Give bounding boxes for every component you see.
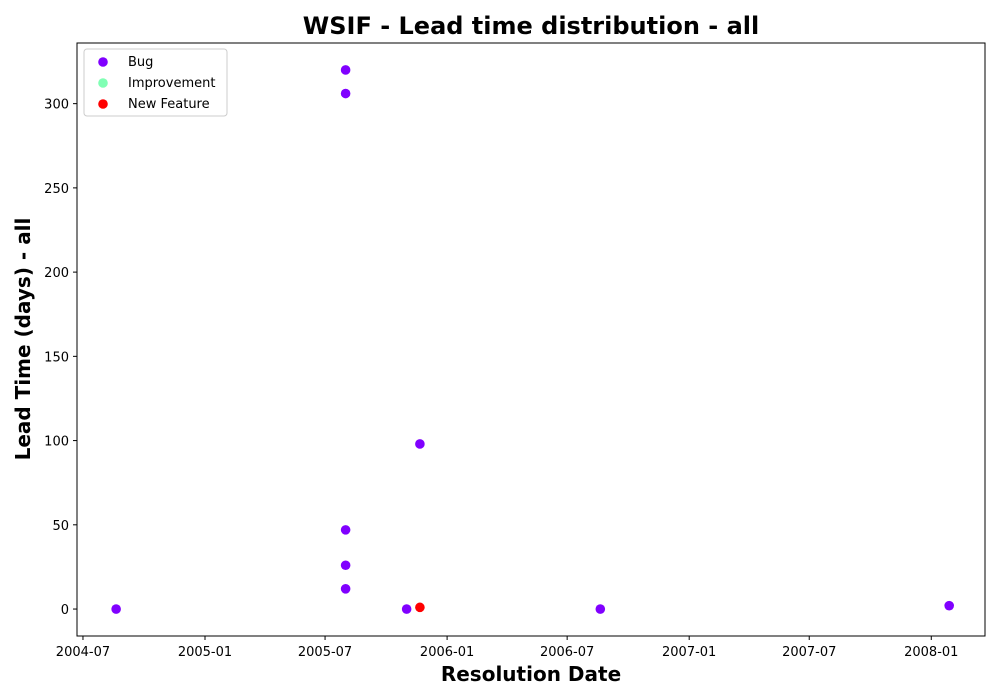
y-tick-label: 150 — [44, 350, 69, 365]
y-tick-label: 100 — [44, 435, 69, 450]
legend: Bug Improvement New Feature — [83, 48, 228, 117]
legend-marker-improvement — [98, 78, 108, 88]
data-points — [111, 65, 954, 614]
data-point-bug — [340, 88, 351, 99]
y-axis-label: Lead Time (days) - all — [11, 218, 35, 461]
x-tick-label: 2004-07 — [56, 645, 110, 660]
y-tick-label: 300 — [44, 98, 69, 113]
y-tick-label: 200 — [44, 266, 69, 281]
x-tick-label: 2008-01 — [904, 645, 958, 660]
x-tick-label: 2006-01 — [420, 645, 474, 660]
data-point-bug — [415, 439, 425, 449]
data-point-bug — [944, 600, 954, 611]
data-point-new-feature — [415, 602, 425, 613]
data-point-bug — [401, 604, 412, 614]
legend-label-bug: Bug — [128, 55, 153, 70]
x-tick-label: 2007-07 — [782, 645, 836, 660]
data-point-bug — [340, 560, 351, 571]
legend-label-improvement: Improvement — [128, 76, 215, 91]
data-point-bug — [340, 525, 351, 535]
x-tick-label: 2006-07 — [540, 645, 594, 660]
legend-marker-bug — [98, 57, 108, 67]
plot-area — [77, 43, 985, 636]
data-point-bug — [595, 604, 606, 614]
x-tick-label: 2005-07 — [298, 645, 352, 660]
y-tick-label: 50 — [52, 519, 69, 534]
y-tick-label: 250 — [44, 182, 69, 197]
data-point-bug — [340, 584, 351, 594]
x-axis-label: Resolution Date — [441, 662, 621, 686]
data-point-bug — [111, 604, 121, 614]
data-point-bug — [340, 65, 351, 75]
legend-label-new-feature: New Feature — [128, 97, 210, 112]
legend-box — [83, 48, 228, 117]
chart-title: WSIF - Lead time distribution - all — [303, 12, 759, 40]
y-tick-label: 0 — [61, 603, 69, 618]
y-axis: 0 50 100 150 200 250 300 — [44, 98, 77, 618]
x-axis: 2004-07 2005-01 2005-07 2006-01 2006-07 2007-… — [56, 636, 958, 660]
x-tick-label: 2005-01 — [178, 645, 232, 660]
x-tick-label: 2007-01 — [662, 645, 716, 660]
legend-marker-new-feature — [98, 99, 108, 109]
plot-frame — [76, 42, 986, 637]
